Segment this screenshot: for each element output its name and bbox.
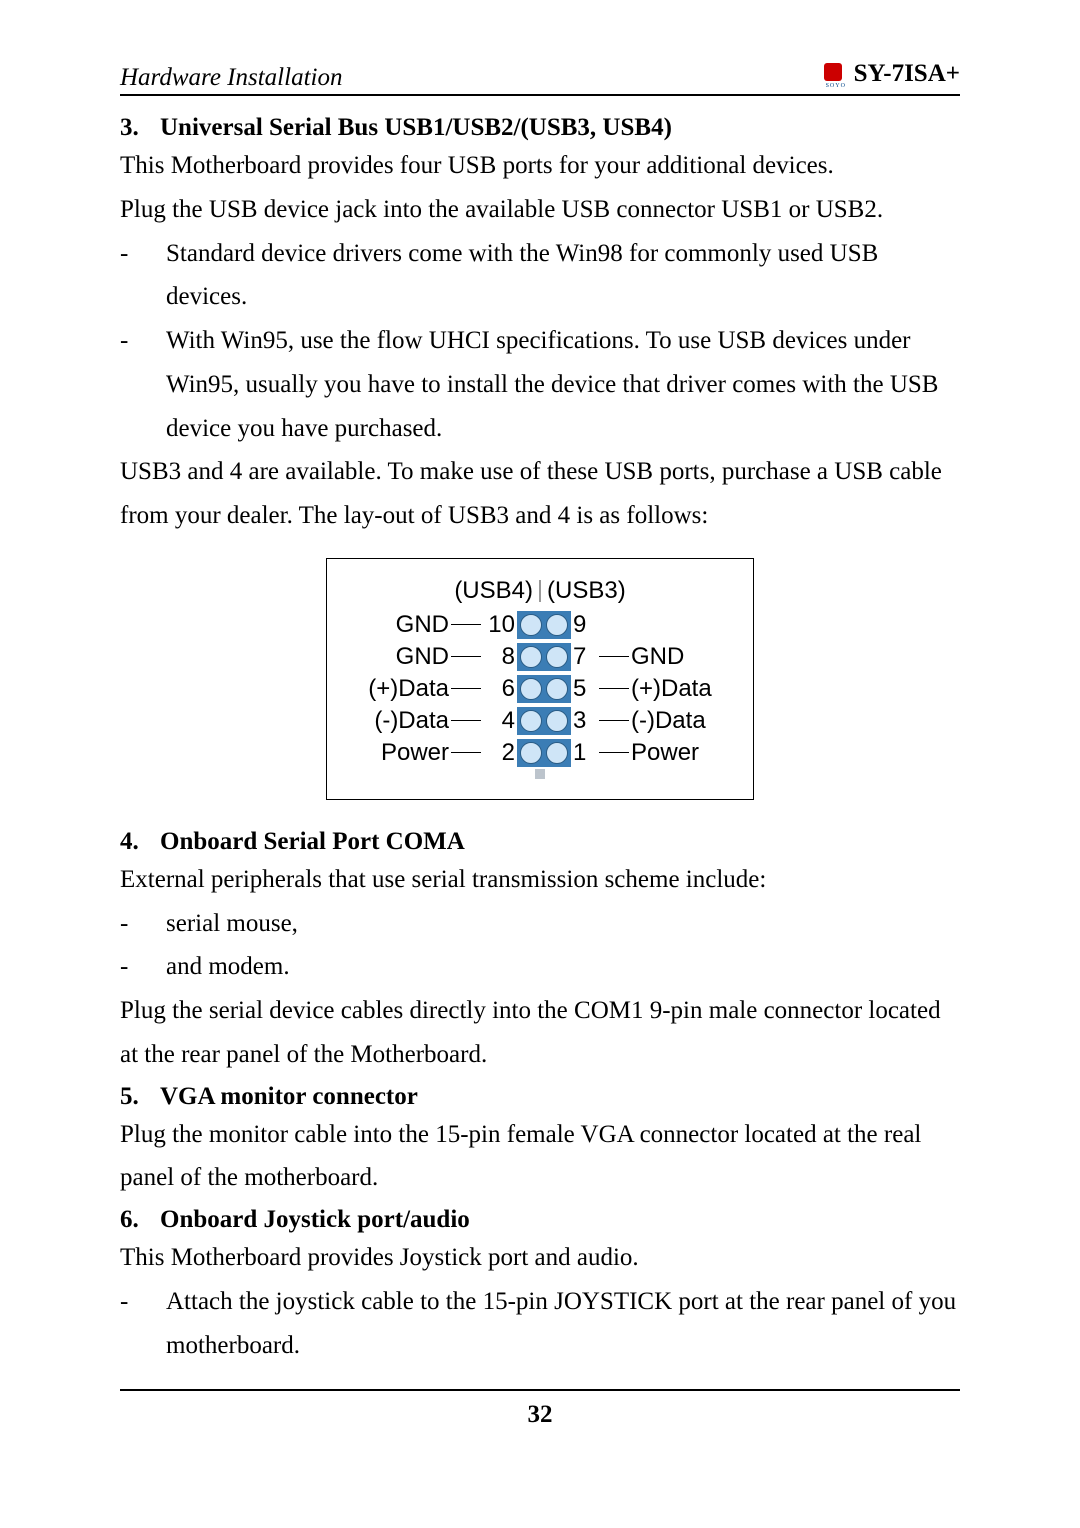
list-item: - Attach the joystick cable to the 15-pi… xyxy=(120,1280,960,1368)
pin-right-label: Power xyxy=(631,739,721,767)
model-number: SY-7ISA+ xyxy=(854,60,960,88)
pin-left-label: Power xyxy=(359,739,449,767)
pin-left-number: 4 xyxy=(483,707,517,735)
section-5-text: Plug the monitor cable into the 15-pin f… xyxy=(120,1113,960,1201)
section-3-intro-2: Plug the USB device jack into the availa… xyxy=(120,188,960,232)
section-6-bullets: - Attach the joystick cable to the 15-pi… xyxy=(120,1280,960,1368)
pin-rows-container: GND 10 9 GND 8 7 GND xyxy=(359,611,721,779)
section-4-intro: External peripherals that use serial tra… xyxy=(120,858,960,902)
pin-right-label: (+)Data xyxy=(631,675,721,703)
connector-line-icon xyxy=(451,752,481,753)
header-divider-icon xyxy=(539,580,541,602)
pin-left-number: 10 xyxy=(483,611,517,639)
diagram-header-row: (USB4) (USB3) xyxy=(359,577,721,605)
page-header: Hardware Installation SOYO SY-7ISA+ xyxy=(120,60,960,96)
header-left-title: Hardware Installation xyxy=(120,64,342,92)
section-4-bullets: - serial mouse, - and modem. xyxy=(120,902,960,990)
pin-left-label: GND xyxy=(359,643,449,671)
pin-right-number: 5 xyxy=(571,675,597,703)
pin-pair-icon xyxy=(517,611,571,639)
pin-right-number: 7 xyxy=(571,643,597,671)
document-page: Hardware Installation SOYO SY-7ISA+ 3.Un… xyxy=(0,0,1080,1469)
pin-left-label: (+)Data xyxy=(359,675,449,703)
section-4-after-text: Plug the serial device cables directly i… xyxy=(120,989,960,1077)
list-item: - serial mouse, xyxy=(120,902,960,946)
pin-row: GND 8 7 GND xyxy=(359,643,721,671)
section-3-after-text: USB3 and 4 are available. To make use of… xyxy=(120,450,960,538)
connector-line-icon xyxy=(451,720,481,721)
pin-right-number: 1 xyxy=(571,739,597,767)
pin-pair-icon xyxy=(517,643,571,671)
bullet-dash-icon: - xyxy=(120,1280,166,1368)
section-5-heading: 5.VGA monitor connector xyxy=(120,1083,960,1111)
connector-line-icon xyxy=(599,720,629,721)
pin-row: GND 10 9 xyxy=(359,611,721,639)
connector-line-icon xyxy=(599,752,629,753)
section-3-heading: 3.Universal Serial Bus USB1/USB2/(USB3, … xyxy=(120,114,960,142)
pin-right-number: 9 xyxy=(571,611,597,639)
bullet-dash-icon: - xyxy=(120,232,166,320)
pin-right-number: 3 xyxy=(571,707,597,735)
pin-pair-icon xyxy=(517,739,571,767)
section-6-intro: This Motherboard provides Joystick port … xyxy=(120,1236,960,1280)
section-6-heading: 6.Onboard Joystick port/audio xyxy=(120,1206,960,1234)
list-item: - With Win95, use the flow UHCI specific… xyxy=(120,319,960,450)
section-3-bullets: - Standard device drivers come with the … xyxy=(120,232,960,451)
section-4-heading: 4.Onboard Serial Port COMA xyxy=(120,828,960,856)
bullet-dash-icon: - xyxy=(120,319,166,450)
usb3-header-label: (USB3) xyxy=(547,577,626,605)
page-number: 32 xyxy=(528,1401,553,1428)
usb-pinout-diagram: (USB4) (USB3) GND 10 9 GND 8 xyxy=(120,558,960,800)
pin-left-label: (-)Data xyxy=(359,707,449,735)
pin-row: Power 2 1 Power xyxy=(359,739,721,767)
pin-pair-icon xyxy=(517,707,571,735)
diagram-frame: (USB4) (USB3) GND 10 9 GND 8 xyxy=(326,558,754,800)
connector-line-icon xyxy=(451,656,481,657)
list-item: - Standard device drivers come with the … xyxy=(120,232,960,320)
bullet-dash-icon: - xyxy=(120,945,166,989)
section-3-intro-1: This Motherboard provides four USB ports… xyxy=(120,144,960,188)
page-footer: 32 xyxy=(120,1389,960,1429)
pin-left-number: 6 xyxy=(483,675,517,703)
connector-line-icon xyxy=(599,688,629,689)
bullet-dash-icon: - xyxy=(120,902,166,946)
pin-left-number: 8 xyxy=(483,643,517,671)
connector-line-icon xyxy=(599,656,629,657)
usb4-header-label: (USB4) xyxy=(454,577,533,605)
pin-row: (+)Data 6 5 (+)Data xyxy=(359,675,721,703)
pin-left-number: 2 xyxy=(483,739,517,767)
pin-right-label: GND xyxy=(631,643,721,671)
pin-pair-icon xyxy=(517,675,571,703)
soyo-logo-icon: SOYO xyxy=(824,63,850,85)
header-right-model: SOYO SY-7ISA+ xyxy=(824,60,960,88)
connector-notch-icon xyxy=(535,769,545,779)
list-item: - and modem. xyxy=(120,945,960,989)
connector-line-icon xyxy=(451,688,481,689)
pin-right-label: (-)Data xyxy=(631,707,721,735)
pin-row: (-)Data 4 3 (-)Data xyxy=(359,707,721,735)
pin-left-label: GND xyxy=(359,611,449,639)
connector-line-icon xyxy=(451,624,481,625)
